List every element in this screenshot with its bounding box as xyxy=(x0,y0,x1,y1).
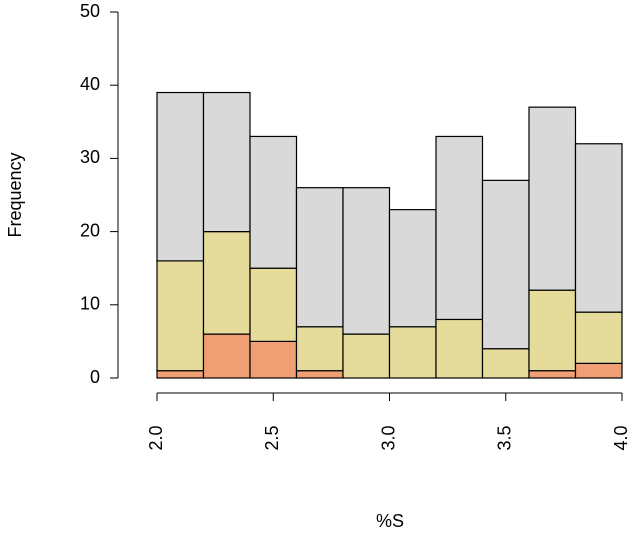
bar xyxy=(574,143,623,313)
x-tick-label: 3.5 xyxy=(495,425,515,450)
x-axis-label: %S xyxy=(376,511,404,531)
bar xyxy=(249,135,298,269)
y-axis-label: Frequency xyxy=(5,152,25,237)
bar xyxy=(528,106,577,291)
y-tick-label: 10 xyxy=(80,294,100,314)
x-tick-label: 2.5 xyxy=(262,425,282,450)
bar xyxy=(574,311,623,364)
bar xyxy=(342,187,391,335)
bar xyxy=(202,91,251,233)
y-tick-label: 30 xyxy=(80,147,100,167)
bar xyxy=(528,289,577,372)
bar xyxy=(574,362,623,379)
bar xyxy=(342,333,391,379)
bar xyxy=(249,340,298,379)
bar xyxy=(295,370,344,379)
bar xyxy=(202,333,251,379)
bar xyxy=(435,135,484,321)
x-tick-label: 2.0 xyxy=(146,425,166,450)
x-tick-label: 3.0 xyxy=(378,425,398,450)
bar xyxy=(528,370,577,379)
bar xyxy=(481,179,530,350)
bar xyxy=(388,326,437,379)
y-tick-label: 20 xyxy=(80,220,100,240)
bar xyxy=(295,326,344,372)
bar xyxy=(295,187,344,328)
bar xyxy=(249,267,298,343)
bar xyxy=(388,209,437,328)
y-tick-label: 0 xyxy=(90,367,100,387)
y-tick-label: 50 xyxy=(80,1,100,21)
bar xyxy=(156,260,205,372)
bar xyxy=(481,348,530,379)
bar xyxy=(202,231,251,335)
y-tick-label: 40 xyxy=(80,74,100,94)
bar xyxy=(435,318,484,379)
bar xyxy=(156,91,205,262)
bar xyxy=(156,370,205,379)
x-tick-label: 4.0 xyxy=(611,425,631,450)
